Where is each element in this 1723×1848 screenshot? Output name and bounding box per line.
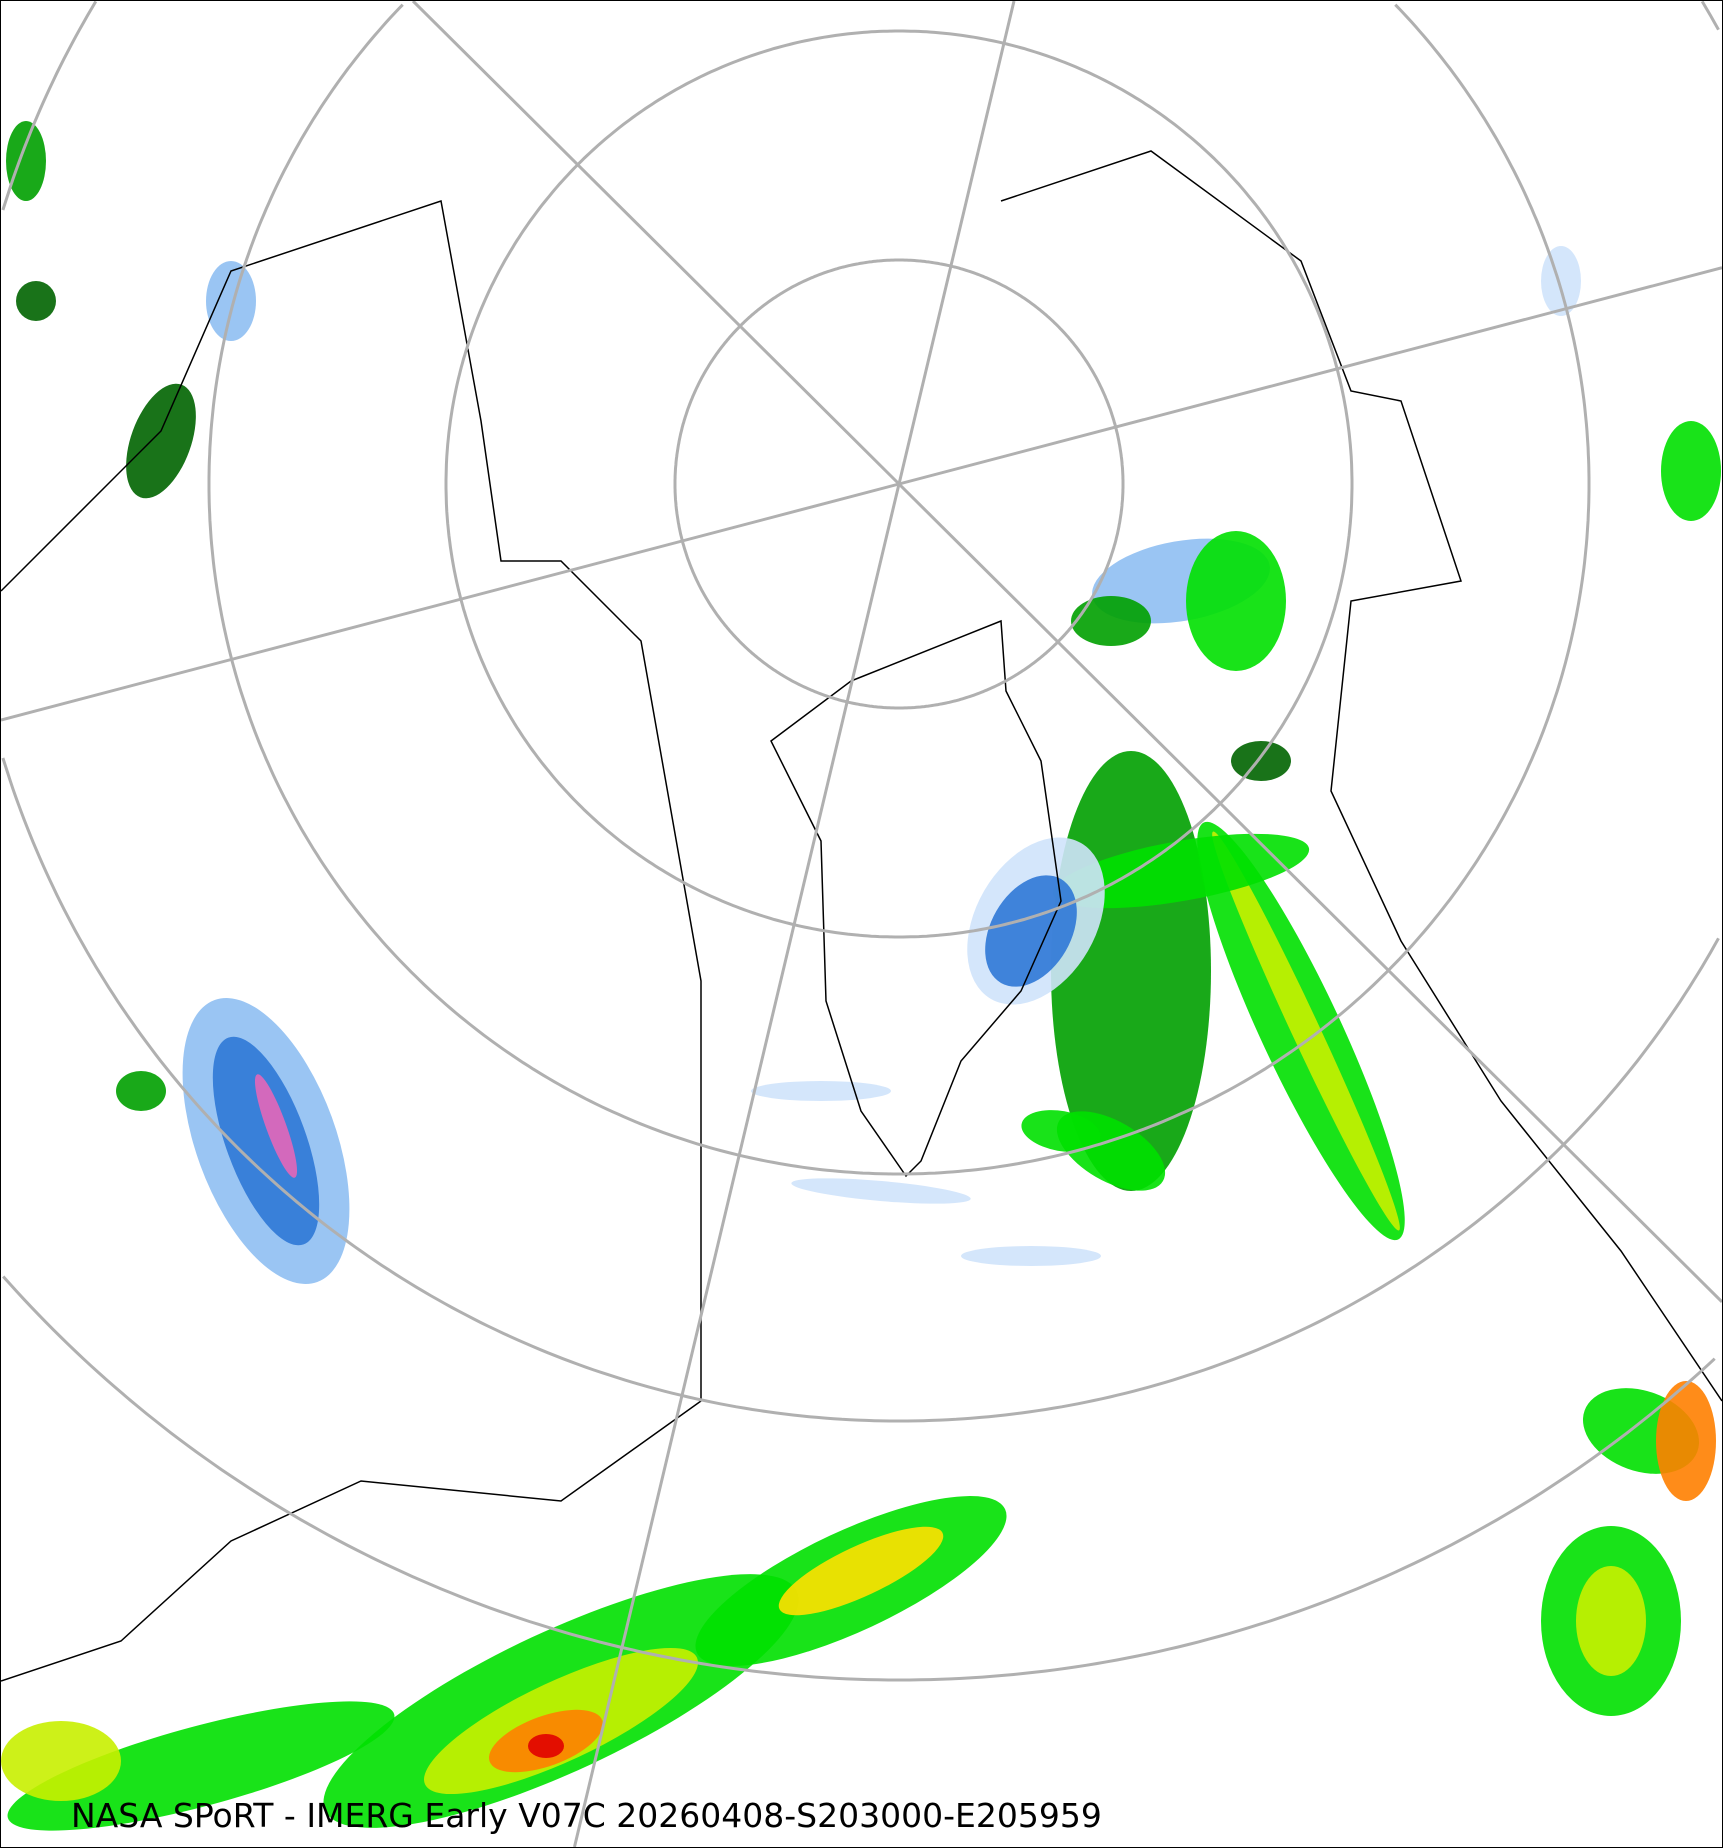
precip-area [1661, 421, 1721, 521]
precip-area [1656, 1381, 1716, 1501]
latitude-circle [207, 3, 1591, 1176]
precip-area [1021, 1110, 1101, 1152]
precip-area [7, 1701, 395, 1831]
longitude-line [411, 1, 1722, 1303]
latitude-circle [2, 1275, 1716, 1682]
precip-area [126, 383, 196, 499]
precip-area [16, 281, 56, 321]
precip-area [206, 261, 256, 341]
precip-area [6, 121, 46, 201]
map-caption: NASA SPoRT - IMERG Early V07C 20260408-S… [71, 1796, 1102, 1835]
precip-area [254, 1074, 298, 1178]
precip-area [528, 1734, 564, 1758]
precip-area [1071, 596, 1151, 646]
precip-area [778, 1526, 944, 1616]
longitude-line [1, 266, 1722, 722]
precip-area [751, 1081, 891, 1101]
precip-area [985, 875, 1077, 987]
precip-area [116, 1071, 166, 1111]
latitude-circle [444, 29, 1354, 939]
latitude-circle [673, 258, 1125, 710]
north-america-coastline [1, 200, 702, 1682]
precip-area [961, 1246, 1101, 1266]
precip-area [212, 1036, 320, 1246]
precip-area [1186, 531, 1286, 671]
precip-area [1052, 833, 1310, 909]
precip-area [1541, 246, 1581, 316]
latitude-circle [1, 1, 1720, 1423]
precip-area [1212, 831, 1400, 1231]
precip-area [1, 1721, 121, 1801]
eurasia-coastline [1000, 150, 1722, 1402]
greenland-coastline [770, 619, 1062, 1178]
precip-area [791, 1178, 971, 1204]
precip-area [1576, 1566, 1646, 1676]
precip-area [1231, 741, 1291, 781]
longitude-line [573, 1, 1016, 1847]
